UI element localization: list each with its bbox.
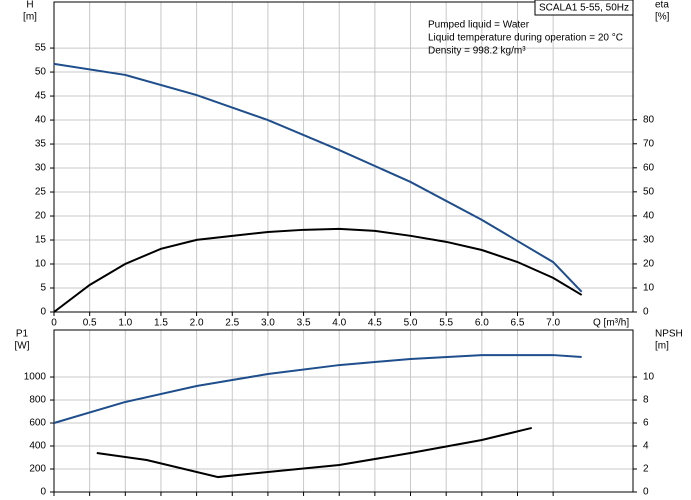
y2-tick-label: 10	[643, 372, 655, 383]
x-tick-label: 2.5	[225, 318, 239, 329]
y-tick-label: 15	[35, 235, 47, 246]
x-tick-label: 5.0	[404, 318, 418, 329]
plot-frame	[53, 1, 634, 313]
annotation: Pumped liquid = Water	[428, 20, 530, 31]
x-tick-label: 6.0	[475, 318, 489, 329]
y-tick-label: 55	[35, 43, 47, 54]
y2-axis-label: eta	[655, 0, 669, 11]
y-axis-unit: [W]	[15, 341, 30, 352]
y-tick-label: 20	[35, 211, 47, 222]
y2-tick-label: 30	[643, 235, 655, 246]
annotation: Density = 998.2 kg/m³	[428, 46, 526, 57]
x-tick-label: 4.0	[332, 318, 346, 329]
y2-tick-label: 0	[643, 487, 649, 498]
x-tick-label: 0.5	[83, 318, 97, 329]
y-tick-label: 35	[35, 139, 47, 150]
x-tick-label: 5.5	[439, 318, 453, 329]
curve	[53, 227, 583, 313]
y2-tick-label: 6	[643, 418, 649, 429]
x-tick-label: 2.0	[190, 318, 204, 329]
y2-tick-label: 70	[643, 138, 655, 149]
y-tick-label: 5	[40, 283, 46, 294]
y2-axis-label: NPSH	[655, 329, 683, 340]
x-tick-label: 7.0	[546, 318, 560, 329]
x-tick-label: 0	[51, 318, 57, 329]
y2-axis-unit: [m]	[655, 341, 669, 352]
x-axis-label: Q [m³/h]	[593, 318, 629, 329]
y-tick-label: 0	[40, 487, 46, 498]
y-tick-label: 40	[35, 115, 47, 126]
y2-tick-label: 0	[643, 307, 649, 318]
x-tick-label: 1.5	[154, 318, 168, 329]
annotation: Liquid temperature during operation = 20…	[428, 33, 623, 44]
x-tick-label: 6.5	[511, 318, 525, 329]
y-tick-label: 800	[29, 395, 46, 406]
y2-tick-label: 2	[643, 464, 649, 475]
title-box	[534, 0, 634, 16]
y-axis-unit: [m]	[23, 12, 37, 23]
curve	[53, 354, 582, 424]
y2-tick-label: 60	[643, 162, 655, 173]
y-axis-label: H	[26, 0, 33, 11]
y-tick-label: 45	[35, 91, 47, 102]
y2-tick-label: 4	[643, 441, 649, 452]
y2-tick-label: 8	[643, 395, 649, 406]
y2-tick-label: 20	[643, 259, 655, 270]
y-tick-label: 200	[29, 464, 46, 475]
y-tick-label: 50	[35, 67, 47, 78]
y2-axis-unit: [%]	[655, 12, 670, 23]
y-tick-label: 30	[35, 163, 47, 174]
x-tick-label: 3.0	[261, 318, 275, 329]
plot-frame	[53, 329, 634, 493]
curve	[53, 62, 583, 293]
y-tick-label: 10	[35, 259, 47, 270]
y-axis-label: P1	[16, 329, 29, 340]
x-tick-label: 1.0	[118, 318, 132, 329]
chart-title: SCALA1 5-55, 50Hz	[539, 3, 629, 14]
y-tick-label: 25	[35, 187, 47, 198]
y2-tick-label: 10	[643, 283, 655, 294]
y-tick-label: 0	[40, 307, 46, 318]
curve	[96, 426, 532, 479]
y-tick-label: 400	[29, 441, 46, 452]
y-tick-label: 600	[29, 418, 46, 429]
x-tick-label: 3.5	[297, 318, 311, 329]
y-tick-label: 1000	[24, 372, 47, 383]
x-tick-label: 4.5	[368, 318, 382, 329]
y2-tick-label: 80	[643, 114, 655, 125]
y2-tick-label: 40	[643, 211, 655, 222]
y2-tick-label: 50	[643, 186, 655, 197]
